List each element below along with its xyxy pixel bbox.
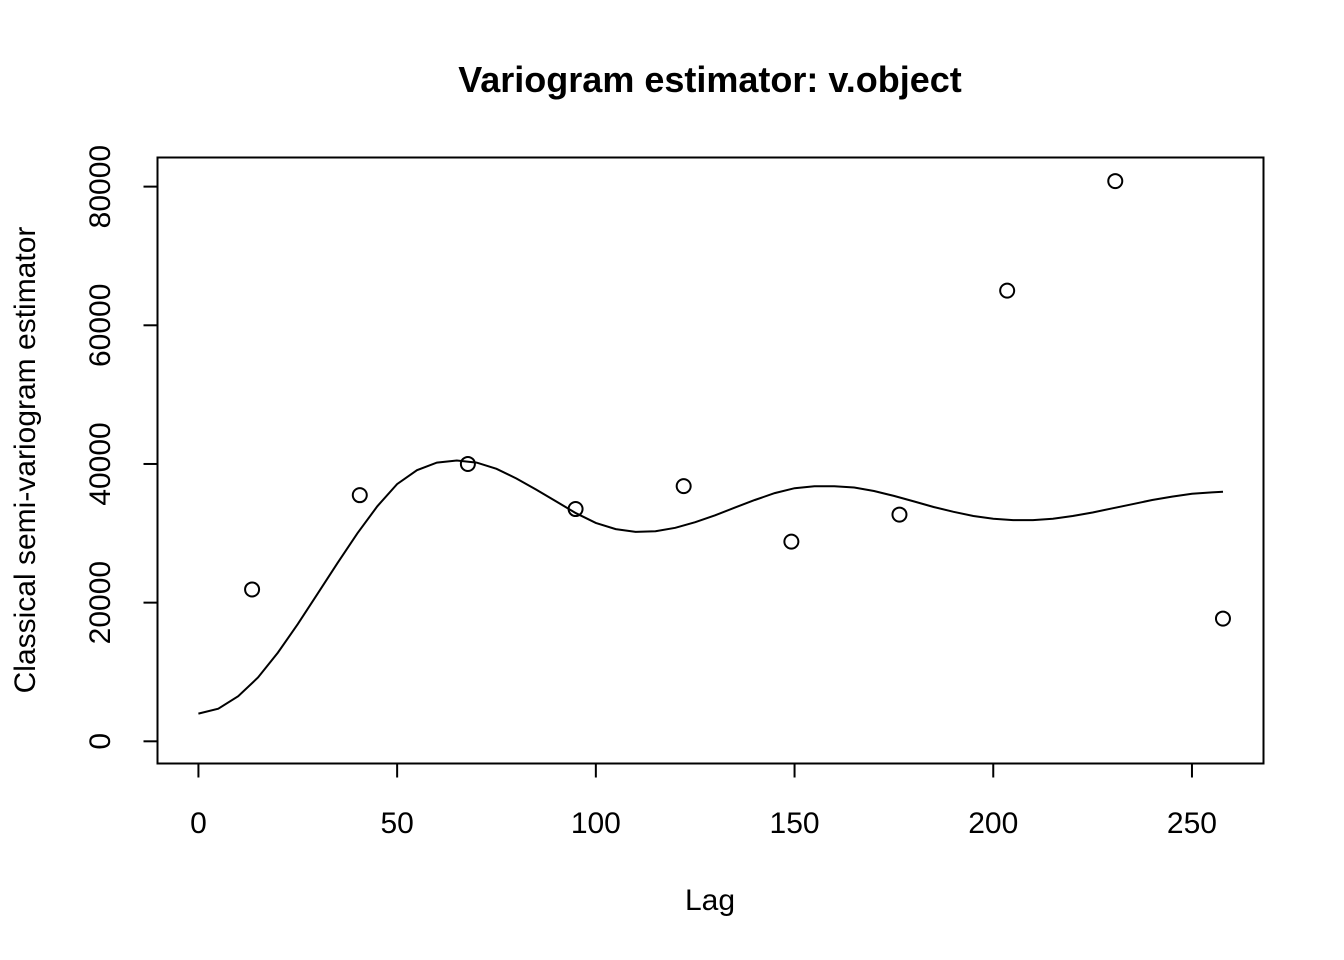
data-point: [459, 455, 476, 472]
y-tick-label: 80000: [84, 145, 117, 228]
data-point: [244, 581, 261, 598]
data-point: [783, 533, 800, 550]
data-point: [675, 478, 692, 495]
data-point: [1107, 173, 1124, 190]
data-point: [891, 506, 908, 523]
y-axis-label: Classical semi-variogram estimator: [9, 227, 42, 694]
y-tick-label: 40000: [84, 422, 117, 505]
x-tick-label: 0: [190, 807, 207, 840]
data-point: [1214, 610, 1231, 627]
x-tick-label: 50: [380, 807, 413, 840]
x-tick-label: 100: [571, 807, 621, 840]
y-axis: 0 20000 40000 60000 80000: [84, 145, 159, 750]
plot-frame: [156, 156, 1265, 765]
x-axis: 0 50 100 150 200 250: [190, 762, 1217, 840]
y-tick-label: 60000: [84, 284, 117, 367]
data-layer: [198, 173, 1231, 715]
x-axis-label: Lag: [685, 884, 735, 917]
chart-title: Variogram estimator: v.object: [458, 59, 962, 100]
fitted-curve: [198, 459, 1224, 715]
data-point: [351, 487, 368, 504]
x-tick-label: 200: [968, 807, 1018, 840]
data-point: [999, 282, 1016, 299]
x-tick-label: 250: [1167, 807, 1217, 840]
x-tick-label: 150: [770, 807, 820, 840]
y-tick-label: 0: [84, 733, 117, 750]
y-tick-label: 20000: [84, 561, 117, 644]
